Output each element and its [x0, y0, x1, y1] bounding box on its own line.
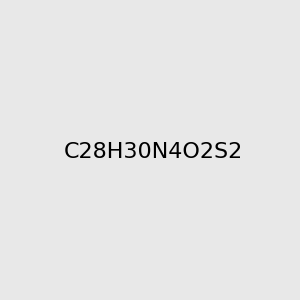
Text: C28H30N4O2S2: C28H30N4O2S2 [64, 142, 243, 161]
